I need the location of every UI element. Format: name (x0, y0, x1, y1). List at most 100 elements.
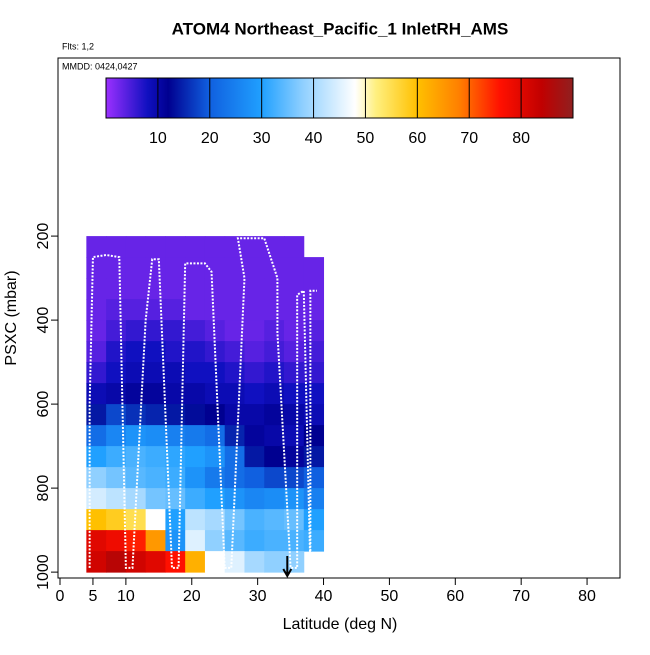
colorbar-tick-label: 40 (305, 130, 323, 147)
heatmap-cell (303, 446, 325, 468)
heatmap-cell (244, 236, 265, 258)
heatmap-cell (224, 530, 245, 552)
heatmap-cell (86, 257, 107, 279)
heatmap-cell (204, 509, 226, 531)
heatmap-cell (303, 488, 325, 510)
heatmap-cell (284, 320, 305, 342)
heatmap-cell (264, 467, 285, 489)
heatmap-cell (165, 320, 186, 342)
heatmap-cell (86, 278, 107, 300)
heatmap-cell (145, 509, 166, 531)
heatmap-cell (165, 530, 186, 552)
heatmap-cell (204, 446, 226, 468)
heatmap-cell (165, 236, 186, 258)
heatmap-cell (204, 404, 226, 426)
heatmap-cell (284, 383, 305, 405)
heatmap-cell (244, 446, 265, 468)
heatmap-cell (303, 320, 325, 342)
heatmap-cell (264, 404, 285, 426)
heatmap-cell (86, 551, 107, 573)
heatmap-cell (106, 341, 127, 363)
heatmap-cell (145, 530, 166, 552)
heatmap-cell (264, 509, 285, 531)
heatmap-cell (224, 362, 245, 384)
heatmap-cell (86, 236, 107, 258)
heatmap-cell (165, 299, 186, 321)
heatmap-cell (185, 488, 206, 510)
heatmap-cell (86, 488, 107, 510)
heatmap-cell (244, 530, 265, 552)
heatmap-cell (284, 509, 305, 531)
heatmap-cell (145, 299, 166, 321)
heatmap-cell (86, 425, 107, 447)
heatmap (86, 236, 325, 573)
heatmap-cell (204, 236, 226, 258)
heatmap-cell (145, 425, 166, 447)
heatmap-cell (86, 446, 107, 468)
heatmap-cell (145, 257, 166, 279)
heatmap-cell (264, 488, 285, 510)
heatmap-cell (303, 299, 325, 321)
heatmap-cell (185, 299, 206, 321)
heatmap-cell (264, 299, 285, 321)
heatmap-cell (185, 551, 206, 573)
x-tick-label: 0 (56, 588, 65, 605)
heatmap-cell (303, 341, 325, 363)
heatmap-cell (125, 509, 147, 531)
y-tick-label: 800 (35, 475, 52, 502)
heatmap-cell (204, 278, 226, 300)
heatmap-cell (165, 362, 186, 384)
heatmap-cell (185, 446, 206, 468)
heatmap-cell (125, 236, 147, 258)
annotation: MMDD: 0424,0427 (62, 61, 138, 71)
heatmap-cell (244, 404, 265, 426)
heatmap-cell (264, 341, 285, 363)
colorbar-tick-label: 70 (460, 130, 478, 147)
heatmap-cell (303, 278, 325, 300)
heatmap-cell (303, 383, 325, 405)
heatmap-cell (185, 320, 206, 342)
heatmap-cell (125, 467, 147, 489)
heatmap-cell (284, 362, 305, 384)
heatmap-cell (264, 425, 285, 447)
heatmap-cell (284, 278, 305, 300)
heatmap-cell (125, 488, 147, 510)
heatmap-cell (86, 341, 107, 363)
heatmap-cell (204, 467, 226, 489)
heatmap-cell (185, 341, 206, 363)
heatmap-cell (86, 530, 107, 552)
heatmap-cell (165, 278, 186, 300)
heatmap-cell (125, 425, 147, 447)
heatmap-cell (284, 446, 305, 468)
heatmap-cell (224, 341, 245, 363)
heatmap-cell (244, 320, 265, 342)
heatmap-cell (204, 383, 226, 405)
heatmap-cell (106, 425, 127, 447)
heatmap-cell (185, 425, 206, 447)
colorbar-tick-label: 10 (149, 130, 167, 147)
heatmap-cell (86, 467, 107, 489)
chart-title: ATOM4 Northeast_Pacific_1 InletRH_AMS (172, 19, 509, 38)
heatmap-cell (224, 551, 245, 573)
arrow (282, 556, 293, 579)
heatmap-cell (303, 530, 325, 552)
heatmap-cell (224, 446, 245, 468)
heatmap-cell (244, 509, 265, 531)
heatmap-cell (224, 467, 245, 489)
heatmap-cell (185, 404, 206, 426)
overlay (57, 57, 621, 579)
y-tick-label: 200 (35, 223, 52, 250)
heatmap-cell (145, 467, 166, 489)
heatmap-cell (125, 320, 147, 342)
heatmap-cell (145, 446, 166, 468)
heatmap-cell (224, 320, 245, 342)
heatmap-cell (284, 530, 305, 552)
flight-track (88, 237, 317, 569)
heatmap-cell (185, 278, 206, 300)
heatmap-cell (106, 488, 127, 510)
heatmap-cell (185, 467, 206, 489)
heatmap-cell (224, 257, 245, 279)
x-tick-label: 5 (88, 588, 97, 605)
y-tick-label: 1000 (35, 554, 52, 590)
